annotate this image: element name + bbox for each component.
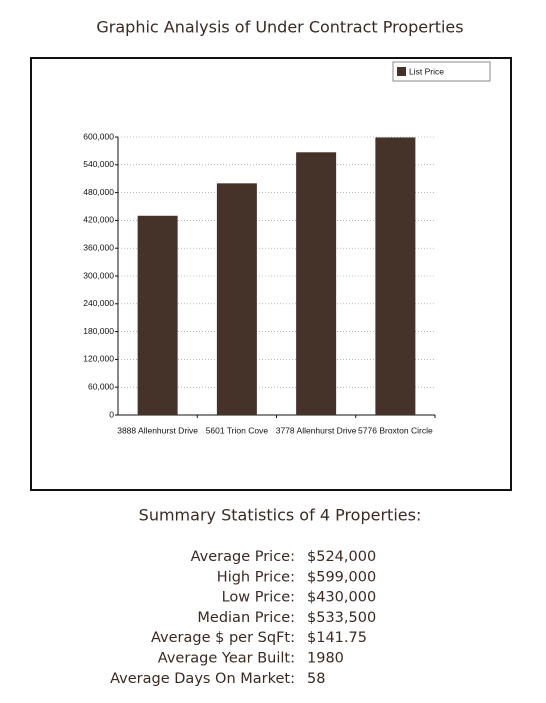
legend-label: List Price [409, 66, 444, 76]
stat-label: Low Price: [222, 590, 295, 606]
y-tick-label: 300,000 [83, 270, 114, 280]
bar [296, 152, 337, 416]
y-tick-label: 360,000 [83, 242, 114, 252]
stat-label: Average Price: [191, 549, 295, 565]
y-tick-label: 540,000 [83, 159, 114, 169]
x-tick-label: 3778 Allenhurst Drive [276, 425, 357, 435]
legend-swatch [397, 67, 406, 76]
x-tick-label: 5776 Broxton Circle [358, 425, 433, 435]
stat-value: 1980 [307, 651, 344, 667]
x-tick-label: 3888 Allenhurst Drive [117, 425, 198, 435]
y-tick-label: 600,000 [83, 131, 114, 141]
legend-box [392, 61, 491, 82]
stat-value: $599,000 [307, 569, 376, 585]
x-tick-label: 5601 Trion Cove [206, 425, 269, 435]
stat-label: Average Days On Market: [110, 671, 295, 687]
stat-label: Average $ per SqFt: [151, 630, 295, 646]
stat-value: 58 [307, 671, 325, 687]
y-tick-label: 180,000 [83, 326, 114, 336]
y-tick-label: 120,000 [83, 354, 114, 364]
stat-label: Median Price: [197, 610, 295, 626]
stat-label: High Price: [217, 569, 295, 585]
y-tick-label: 240,000 [83, 298, 114, 308]
y-tick-label: 0 [109, 409, 114, 419]
bar [137, 215, 178, 415]
summary-title: Summary Statistics of 4 Properties: [139, 506, 422, 525]
stat-value: $533,500 [307, 610, 376, 626]
page-title: Graphic Analysis of Under Contract Prope… [96, 18, 463, 37]
stat-value: $141.75 [307, 630, 367, 646]
stat-value: $524,000 [307, 549, 376, 565]
y-tick-label: 480,000 [83, 187, 114, 197]
y-tick-label: 420,000 [83, 215, 114, 225]
stat-label: Average Year Built: [158, 651, 295, 667]
stat-value: $430,000 [307, 590, 376, 606]
bar [375, 137, 416, 416]
y-tick-label: 60,000 [88, 381, 114, 391]
chart-frame [30, 57, 512, 491]
bar [216, 183, 257, 415]
